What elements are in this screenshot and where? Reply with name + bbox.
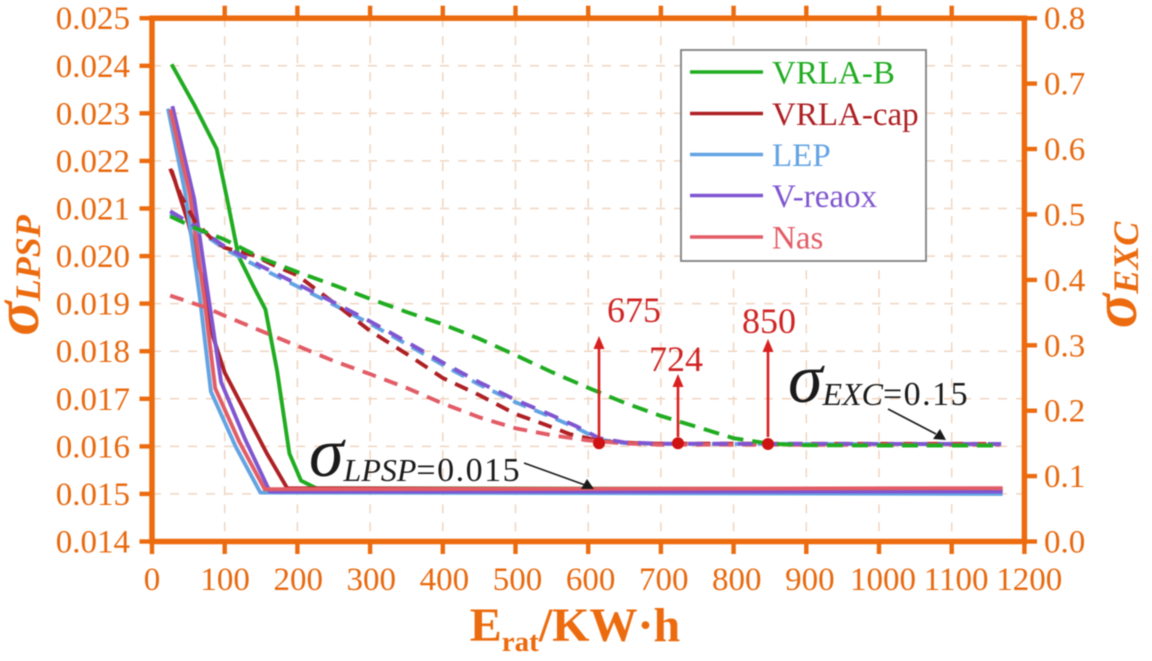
svg-text:VRLA-cap: VRLA-cap	[772, 97, 919, 133]
svg-text:724: 724	[649, 339, 703, 379]
svg-text:800: 800	[712, 562, 762, 598]
svg-text:0.019: 0.019	[56, 287, 130, 323]
svg-text:0.7: 0.7	[1044, 67, 1085, 103]
svg-text:1100: 1100	[924, 562, 989, 598]
svg-text:0.020: 0.020	[56, 239, 130, 275]
svg-text:0.8: 0.8	[1044, 1, 1085, 37]
svg-text:200: 200	[273, 562, 323, 598]
svg-text:0.2: 0.2	[1044, 394, 1085, 430]
svg-text:600: 600	[566, 562, 616, 598]
svg-text:0.5: 0.5	[1044, 197, 1085, 233]
svg-text:0.016: 0.016	[56, 429, 130, 465]
svg-text:500: 500	[493, 562, 543, 598]
svg-text:0.021: 0.021	[56, 192, 130, 228]
svg-text:0.023: 0.023	[56, 96, 130, 132]
svg-text:850: 850	[742, 301, 796, 341]
svg-text:1200: 1200	[996, 562, 1062, 598]
svg-text:V-reaox: V-reaox	[772, 179, 878, 215]
svg-text:0.024: 0.024	[56, 49, 130, 85]
svg-text:0.022: 0.022	[56, 144, 130, 180]
svg-text:0.014: 0.014	[56, 525, 130, 561]
svg-text:900: 900	[785, 562, 835, 598]
svg-text:100: 100	[200, 562, 250, 598]
svg-text:0.017: 0.017	[56, 382, 130, 418]
svg-text:0: 0	[144, 562, 161, 598]
svg-text:LEP: LEP	[772, 138, 831, 174]
svg-text:VRLA-B: VRLA-B	[772, 56, 895, 92]
svg-text:σLPSP: σLPSP	[0, 214, 52, 336]
svg-text:0.3: 0.3	[1044, 328, 1085, 364]
svg-text:1000: 1000	[850, 562, 916, 598]
svg-text:0.6: 0.6	[1044, 132, 1085, 168]
svg-text:Erat/KW·h: Erat/KW·h	[470, 599, 680, 658]
svg-text:700: 700	[639, 562, 689, 598]
svg-text:0.0: 0.0	[1044, 525, 1085, 561]
svg-text:0.018: 0.018	[56, 334, 130, 370]
svg-text:400: 400	[420, 562, 470, 598]
svg-text:675: 675	[607, 290, 661, 330]
svg-text:0.1: 0.1	[1044, 459, 1085, 495]
svg-text:300: 300	[347, 562, 397, 598]
svg-text:0.4: 0.4	[1044, 263, 1085, 299]
svg-text:Nas: Nas	[772, 221, 823, 257]
svg-text:0.025: 0.025	[56, 1, 130, 37]
svg-text:0.015: 0.015	[56, 477, 130, 513]
